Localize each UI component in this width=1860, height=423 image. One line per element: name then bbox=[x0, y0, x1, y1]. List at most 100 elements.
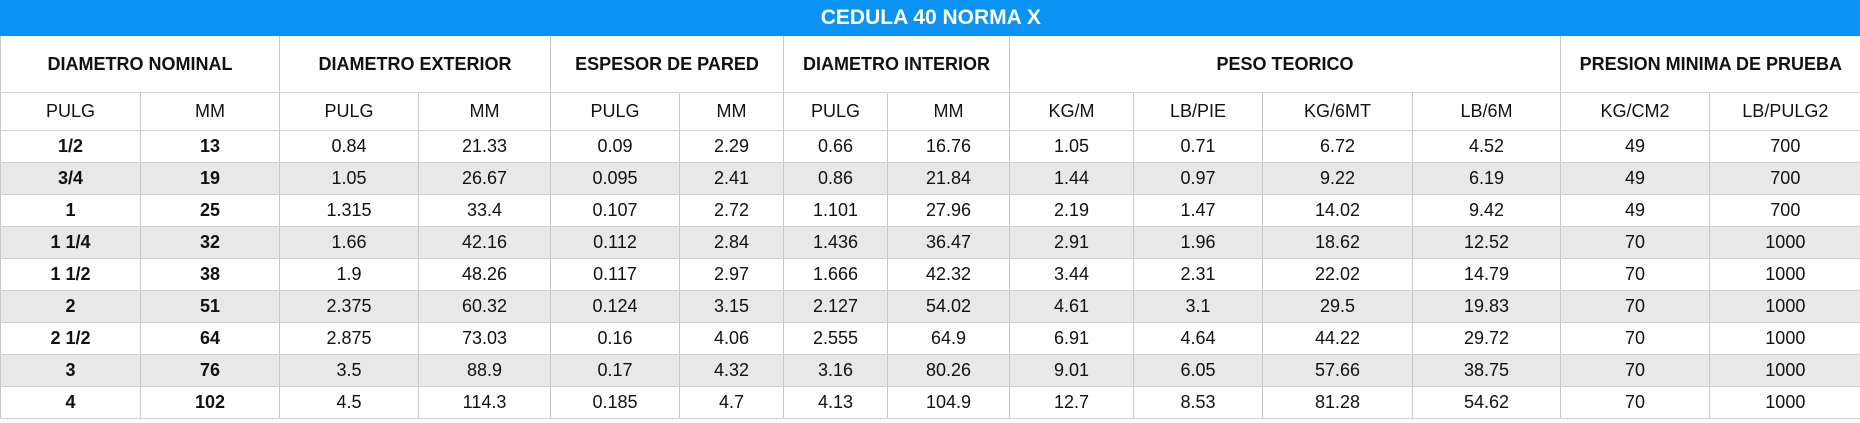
data-cell: 70 bbox=[1560, 290, 1710, 323]
data-row: 2 51 2.375 60.32 0.124 3.15 2.127 54.02 4.61 3.1 2… bbox=[0, 290, 1860, 323]
data-cell: 1.05 bbox=[1009, 130, 1134, 163]
data-cell: 0.112 bbox=[550, 226, 680, 259]
group-header: PESO TEORICO bbox=[1009, 35, 1561, 93]
data-cell: 0.71 bbox=[1133, 130, 1263, 163]
data-cell: 2.375 bbox=[279, 290, 419, 323]
data-cell: 42.32 bbox=[887, 258, 1010, 291]
title-row: CEDULA 40 NORMA X bbox=[0, 0, 1860, 36]
data-cell: 21.84 bbox=[887, 162, 1010, 195]
data-cell: 27.96 bbox=[887, 194, 1010, 227]
data-cell: 4.64 bbox=[1133, 322, 1263, 355]
data-row: 1 25 1.315 33.4 0.107 2.72 1.101 27.96 2.19 1.47 1… bbox=[0, 194, 1860, 227]
table-title: CEDULA 40 NORMA X bbox=[0, 0, 1860, 36]
data-cell: 1.666 bbox=[783, 258, 888, 291]
data-cell: 6.72 bbox=[1262, 130, 1413, 163]
data-cell: 80.26 bbox=[887, 354, 1010, 387]
data-cell: 1.9 bbox=[279, 258, 419, 291]
data-cell: 4.61 bbox=[1009, 290, 1134, 323]
data-cell: 2.29 bbox=[679, 130, 784, 163]
data-cell: 21.33 bbox=[418, 130, 551, 163]
data-cell: 81.28 bbox=[1262, 386, 1413, 419]
data-cell: 4.5 bbox=[279, 386, 419, 419]
data-row: 2 1/2 64 2.875 73.03 0.16 4.06 2.555 64.9 6.91 4.… bbox=[0, 322, 1860, 355]
data-cell: 3.5 bbox=[279, 354, 419, 387]
sub-header: PULG bbox=[0, 92, 141, 131]
data-cell: 33.4 bbox=[418, 194, 551, 227]
data-cell: 1.96 bbox=[1133, 226, 1263, 259]
data-cell: 1.05 bbox=[279, 162, 419, 195]
data-cell: 88.9 bbox=[418, 354, 551, 387]
sub-header: LB/PIE bbox=[1133, 92, 1263, 131]
data-cell: 2.91 bbox=[1009, 226, 1134, 259]
group-header-row: DIAMETRO NOMINAL DIAMETRO EXTERIOR ESPESOR… bbox=[0, 35, 1860, 93]
data-cell: 1000 bbox=[1708, 226, 1860, 259]
data-cell: 64.9 bbox=[887, 322, 1010, 355]
data-cell: 1 bbox=[0, 194, 141, 227]
data-cell: 49 bbox=[1560, 194, 1710, 227]
group-header: DIAMETRO EXTERIOR bbox=[279, 35, 551, 93]
data-cell: 76 bbox=[140, 354, 280, 387]
data-row: 1 1/2 38 1.9 48.26 0.117 2.97 1.666 42.32 3.44 2.… bbox=[0, 258, 1860, 291]
sub-header: MM bbox=[140, 92, 280, 131]
data-cell: 3 bbox=[0, 354, 141, 387]
data-cell: 1.47 bbox=[1133, 194, 1263, 227]
data-cell: 700 bbox=[1708, 194, 1860, 227]
data-cell: 49 bbox=[1560, 162, 1710, 195]
sub-header: PULG bbox=[783, 92, 888, 131]
data-cell: 0.124 bbox=[550, 290, 680, 323]
data-cell: 3.44 bbox=[1009, 258, 1134, 291]
data-cell: 0.17 bbox=[550, 354, 680, 387]
data-cell: 1000 bbox=[1708, 322, 1860, 355]
data-cell: 19 bbox=[140, 162, 280, 195]
data-cell: 9.22 bbox=[1262, 162, 1413, 195]
data-cell: 6.91 bbox=[1009, 322, 1134, 355]
data-cell: 4.06 bbox=[679, 322, 784, 355]
data-cell: 1000 bbox=[1708, 386, 1860, 419]
sub-header: LB/PULG2 bbox=[1708, 92, 1860, 131]
data-cell: 54.62 bbox=[1412, 386, 1561, 419]
data-cell: 26.67 bbox=[418, 162, 551, 195]
data-cell: 2.31 bbox=[1133, 258, 1263, 291]
data-cell: 0.095 bbox=[550, 162, 680, 195]
data-cell: 2.84 bbox=[679, 226, 784, 259]
data-cell: 2.127 bbox=[783, 290, 888, 323]
data-cell: 2.97 bbox=[679, 258, 784, 291]
data-cell: 0.117 bbox=[550, 258, 680, 291]
data-cell: 1 1/2 bbox=[0, 258, 141, 291]
data-cell: 6.05 bbox=[1133, 354, 1263, 387]
data-cell: 70 bbox=[1560, 354, 1710, 387]
sub-header: PULG bbox=[550, 92, 680, 131]
sub-header: MM bbox=[679, 92, 784, 131]
data-cell: 0.66 bbox=[783, 130, 888, 163]
data-cell: 1/2 bbox=[0, 130, 141, 163]
data-cell: 6.19 bbox=[1412, 162, 1561, 195]
data-cell: 1000 bbox=[1708, 290, 1860, 323]
data-cell: 3.1 bbox=[1133, 290, 1263, 323]
data-cell: 60.32 bbox=[418, 290, 551, 323]
sub-header: KG/M bbox=[1009, 92, 1134, 131]
data-cell: 1 1/4 bbox=[0, 226, 141, 259]
data-cell: 1.44 bbox=[1009, 162, 1134, 195]
data-cell: 32 bbox=[140, 226, 280, 259]
data-cell: 2.41 bbox=[679, 162, 784, 195]
data-cell: 8.53 bbox=[1133, 386, 1263, 419]
data-cell: 70 bbox=[1560, 226, 1710, 259]
data-cell: 0.107 bbox=[550, 194, 680, 227]
data-cell: 70 bbox=[1560, 386, 1710, 419]
data-cell: 1000 bbox=[1708, 258, 1860, 291]
data-cell: 0.09 bbox=[550, 130, 680, 163]
group-header: ESPESOR DE PARED bbox=[550, 35, 784, 93]
data-cell: 1.315 bbox=[279, 194, 419, 227]
data-cell: 9.01 bbox=[1009, 354, 1134, 387]
data-cell: 104.9 bbox=[887, 386, 1010, 419]
data-cell: 19.83 bbox=[1412, 290, 1561, 323]
data-cell: 14.79 bbox=[1412, 258, 1561, 291]
data-cell: 1.101 bbox=[783, 194, 888, 227]
data-cell: 44.22 bbox=[1262, 322, 1413, 355]
data-cell: 12.7 bbox=[1009, 386, 1134, 419]
data-row: 1/2 13 0.84 21.33 0.09 2.29 0.66 16.76 1.05 0.71 6… bbox=[0, 130, 1860, 163]
data-cell: 700 bbox=[1708, 162, 1860, 195]
data-cell: 73.03 bbox=[418, 322, 551, 355]
data-cell: 0.86 bbox=[783, 162, 888, 195]
